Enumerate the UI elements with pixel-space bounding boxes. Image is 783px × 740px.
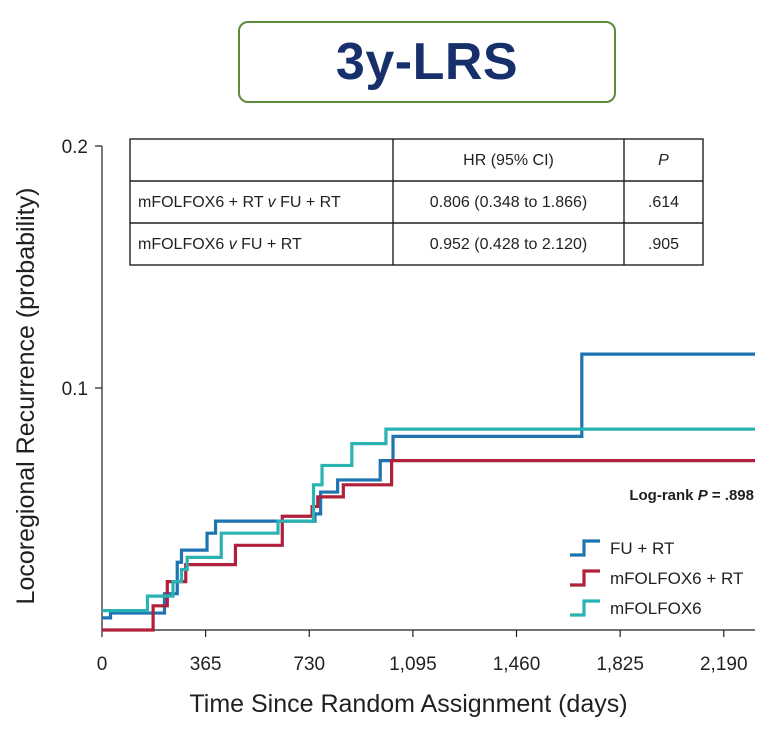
table-hr-cell: 0.806 (0.348 to 1.866) [430,194,587,211]
table-comparison-cell: mFOLFOX6 v FU + RT [138,236,302,253]
x-axis-title: Time Since Random Assignment (days) [189,690,627,718]
legend: FU + RT mFOLFOX6 + RT mFOLFOX6 [570,539,743,618]
table-border [129,138,704,266]
table-header-p: P [658,152,669,169]
series-layer [102,352,755,632]
title-box: 3y-LRS [238,21,616,103]
x-tick-label: 730 [293,654,325,675]
x-tick-label: 0 [97,654,108,675]
table-comparison-cell: mFOLFOX6 + RT v FU + RT [138,194,341,211]
logrank-annotation: Log-rank P = .898 [629,487,754,504]
legend-label-2: mFOLFOX6 + RT [610,569,743,588]
y-tick-label: 0.2 [62,137,88,158]
comparison-part: mFOLFOX6 + RT [138,194,268,211]
page-title: 3y-LRS [335,33,519,91]
x-tick-label: 1,095 [389,654,437,675]
y-tick-label: 0.1 [62,379,88,400]
comparison-part: FU + RT [276,194,341,211]
series-line-3 [102,427,755,613]
series-line-2 [102,459,755,632]
legend-swatch-1 [570,539,600,557]
logrank-value: = .898 [708,487,754,504]
axes: 0 365 730 1,095 1,460 1,825 2,190 0.1 0.2 Time Si… [12,137,755,718]
comparison-v: v [229,236,238,253]
comparison-part: mFOLFOX6 [138,236,229,253]
legend-label-1: FU + RT [610,539,674,558]
x-tick-label: 2,190 [700,654,748,675]
logrank-prefix: Log-rank [629,487,697,504]
table-p-cell: .905 [648,236,679,253]
logrank-p: P [698,487,709,504]
y-axis-title: Locoregional Recurrence (probability) [12,188,40,605]
x-tick-label: 1,825 [596,654,644,675]
comparison-v: v [268,194,277,211]
annotations: Log-rank P = .898 [629,487,754,504]
x-tick-label: 365 [190,654,222,675]
comparison-part: FU + RT [237,236,302,253]
legend-swatch-2 [570,569,600,587]
table-hr-cell: 0.952 (0.428 to 2.120) [430,236,587,253]
x-tick-label: 1,460 [493,654,541,675]
legend-swatch-3 [570,599,600,617]
table-header-hr: HR (95% CI) [463,152,554,169]
legend-label-3: mFOLFOX6 [610,599,702,618]
table-p-cell: .614 [648,194,679,211]
